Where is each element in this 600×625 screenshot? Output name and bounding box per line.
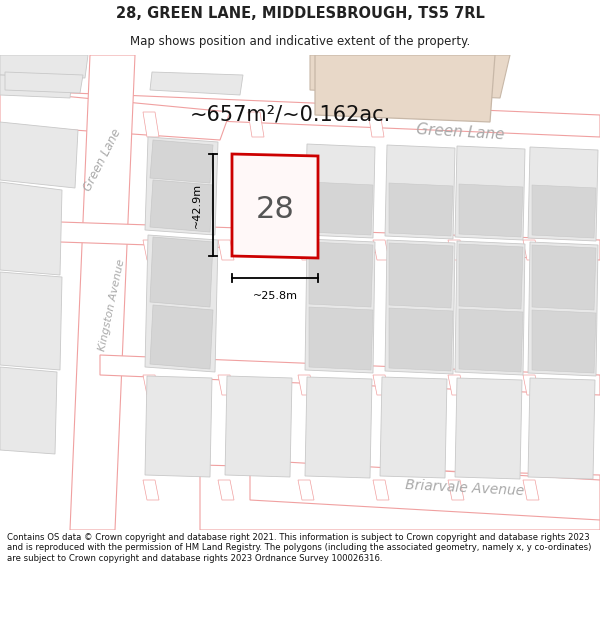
Polygon shape — [528, 242, 598, 376]
Polygon shape — [248, 112, 264, 137]
Polygon shape — [320, 75, 490, 100]
Text: Contains OS data © Crown copyright and database right 2021. This information is : Contains OS data © Crown copyright and d… — [7, 533, 592, 562]
Text: ~25.8m: ~25.8m — [253, 291, 298, 301]
Text: 28, GREEN LANE, MIDDLESBROUGH, TS5 7RL: 28, GREEN LANE, MIDDLESBROUGH, TS5 7RL — [116, 6, 484, 21]
Polygon shape — [298, 240, 314, 260]
Polygon shape — [0, 122, 78, 188]
Text: Map shows position and indicative extent of the property.: Map shows position and indicative extent… — [130, 35, 470, 48]
Polygon shape — [0, 272, 62, 370]
Text: Briarvale Avenue: Briarvale Avenue — [405, 478, 525, 498]
Text: Kingston Avenue: Kingston Avenue — [97, 258, 127, 352]
Polygon shape — [368, 112, 384, 137]
Polygon shape — [305, 377, 372, 478]
Polygon shape — [373, 480, 389, 500]
Polygon shape — [150, 180, 213, 232]
Polygon shape — [143, 375, 159, 395]
Polygon shape — [5, 72, 83, 93]
Polygon shape — [389, 183, 453, 236]
Polygon shape — [250, 460, 600, 520]
Text: ~657m²/~0.162ac.: ~657m²/~0.162ac. — [190, 105, 391, 125]
Polygon shape — [455, 146, 525, 240]
Polygon shape — [385, 240, 455, 374]
Polygon shape — [380, 377, 447, 478]
Polygon shape — [459, 244, 523, 309]
Text: 28: 28 — [256, 196, 295, 224]
Polygon shape — [150, 237, 213, 307]
Polygon shape — [232, 154, 318, 258]
Polygon shape — [145, 376, 212, 477]
Polygon shape — [145, 137, 218, 235]
Polygon shape — [0, 55, 88, 78]
Polygon shape — [150, 72, 243, 95]
Polygon shape — [389, 243, 453, 308]
Polygon shape — [309, 307, 373, 370]
Polygon shape — [0, 367, 57, 454]
Polygon shape — [389, 308, 453, 371]
Polygon shape — [448, 375, 464, 395]
Polygon shape — [532, 245, 596, 310]
Polygon shape — [0, 220, 600, 260]
Polygon shape — [523, 375, 539, 395]
Polygon shape — [150, 140, 213, 183]
Polygon shape — [0, 90, 230, 140]
Polygon shape — [455, 241, 525, 375]
Polygon shape — [143, 240, 159, 260]
Polygon shape — [448, 240, 464, 260]
Polygon shape — [309, 242, 373, 307]
Polygon shape — [309, 182, 373, 235]
Polygon shape — [70, 55, 135, 530]
Text: Green Lane: Green Lane — [415, 122, 505, 142]
Polygon shape — [298, 375, 314, 395]
Polygon shape — [218, 480, 234, 500]
Polygon shape — [305, 144, 375, 238]
Polygon shape — [298, 480, 314, 500]
Polygon shape — [528, 147, 598, 241]
Polygon shape — [0, 75, 72, 98]
Text: ~42.9m: ~42.9m — [192, 182, 202, 228]
Polygon shape — [225, 376, 292, 477]
Polygon shape — [455, 378, 522, 479]
Polygon shape — [320, 55, 490, 80]
Polygon shape — [532, 310, 596, 373]
Polygon shape — [373, 375, 389, 395]
Polygon shape — [532, 185, 596, 238]
Polygon shape — [448, 480, 464, 500]
Polygon shape — [523, 240, 539, 260]
Polygon shape — [315, 55, 495, 122]
Polygon shape — [145, 235, 218, 372]
Polygon shape — [459, 184, 523, 237]
Polygon shape — [218, 375, 234, 395]
Polygon shape — [523, 480, 539, 500]
Polygon shape — [385, 145, 455, 239]
Polygon shape — [0, 90, 600, 137]
Polygon shape — [200, 465, 600, 530]
Polygon shape — [218, 240, 234, 260]
Polygon shape — [528, 378, 595, 479]
Text: Green Lane: Green Lane — [81, 127, 123, 193]
Polygon shape — [310, 55, 510, 98]
Polygon shape — [143, 112, 159, 137]
Polygon shape — [373, 240, 389, 260]
Polygon shape — [100, 355, 600, 395]
Polygon shape — [0, 182, 62, 275]
Polygon shape — [150, 305, 213, 369]
Polygon shape — [305, 239, 375, 373]
Polygon shape — [459, 309, 523, 372]
Polygon shape — [143, 480, 159, 500]
